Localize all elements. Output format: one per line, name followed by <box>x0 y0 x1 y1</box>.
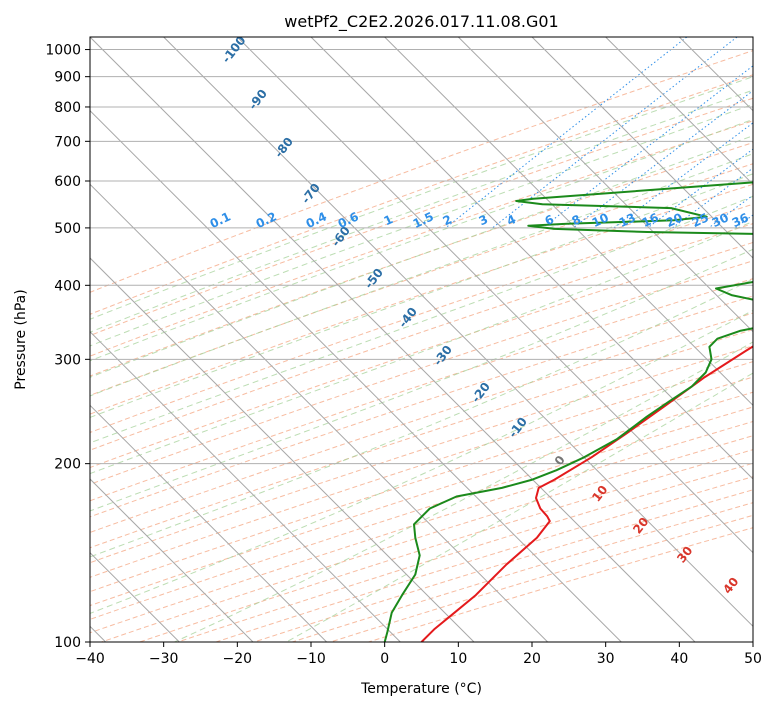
mixing-ratio-label: 16 <box>640 210 661 230</box>
isotherm <box>605 37 753 186</box>
mixing-ratio-label: 25 <box>690 210 711 230</box>
moist-adiabat <box>90 248 753 512</box>
y-tick-label: 200 <box>54 457 81 473</box>
plot-frame <box>89 36 754 643</box>
isotherm <box>236 37 753 554</box>
y-axis-title: Pressure (hPa) <box>13 289 29 389</box>
data-layer <box>383 181 753 642</box>
moist-adiabat <box>90 135 753 378</box>
isotherm <box>90 109 622 642</box>
moist-adiabat <box>90 309 753 614</box>
isotherm <box>90 404 328 642</box>
mixing-ratio-line <box>542 65 753 229</box>
chart-title: wetPf2_C2E2.2026.017.11.08.G01 <box>284 12 558 32</box>
dry-adiabat <box>90 163 753 396</box>
mixing-ratio-line <box>613 122 753 229</box>
mixing-ratio-label: 20 <box>664 210 685 230</box>
x-tick-label: −10 <box>296 651 326 667</box>
isotherm <box>531 37 753 259</box>
moist-adiabat <box>90 118 753 362</box>
x-tick-label: 20 <box>523 651 541 667</box>
temperature-line <box>420 345 753 642</box>
x-tick-label: −40 <box>75 651 105 667</box>
isotherm <box>90 257 475 642</box>
isotherm <box>90 37 696 642</box>
x-tick-label: 10 <box>449 651 467 667</box>
dewpoint-line <box>383 181 753 642</box>
isotherm <box>457 37 753 333</box>
plot-background <box>90 37 753 642</box>
x-tick-label: 50 <box>744 651 762 667</box>
mixing-ratio-line <box>445 37 688 229</box>
isotherm <box>90 478 254 642</box>
isotherm <box>384 37 753 407</box>
x-tick-label: 30 <box>597 651 615 667</box>
moist-adiabat <box>90 153 753 397</box>
y-tick-label: 700 <box>54 134 81 150</box>
moist-adiabat <box>174 341 753 642</box>
moist-adiabat <box>90 278 753 558</box>
y-tick-label: 1000 <box>45 43 81 59</box>
tick-layer: −40 −30 −20 −10 0 10 20 30 40 50 100 200 300 400 500 60… <box>45 43 762 667</box>
y-tick-label: 600 <box>54 174 81 190</box>
mixing-ratio-label: 36 <box>730 210 751 230</box>
moist-adiabat <box>286 372 753 642</box>
y-tick-label: 300 <box>54 352 81 368</box>
mixing-ratio-label: 30 <box>710 210 731 230</box>
y-tick-label: 800 <box>54 100 81 116</box>
x-tick-label: −20 <box>223 651 253 667</box>
isotherm <box>752 37 753 38</box>
grid-layer <box>90 37 753 642</box>
y-tick-label: 900 <box>54 70 81 86</box>
x-axis-title: Temperature (°C) <box>360 681 482 697</box>
x-tick-label: −30 <box>149 651 179 667</box>
y-tick-label: 500 <box>54 221 81 237</box>
x-tick-label: 40 <box>670 651 688 667</box>
isotherm <box>310 37 753 480</box>
moist-adiabat <box>90 195 753 444</box>
moist-adiabat <box>90 173 753 418</box>
isotherm <box>90 330 401 642</box>
isotherm <box>90 183 549 642</box>
y-tick-label: 100 <box>54 635 81 651</box>
mixing-ratio-label: 13 <box>617 210 638 230</box>
x-tick-label: 0 <box>380 651 389 667</box>
mixing-ratio-line <box>492 37 738 229</box>
dry-adiabat <box>90 120 753 357</box>
isotherm <box>163 37 753 628</box>
mixing-ratio-label: 10 <box>590 210 611 230</box>
y-tick-label: 400 <box>54 278 81 294</box>
moist-adiabat <box>90 103 753 347</box>
